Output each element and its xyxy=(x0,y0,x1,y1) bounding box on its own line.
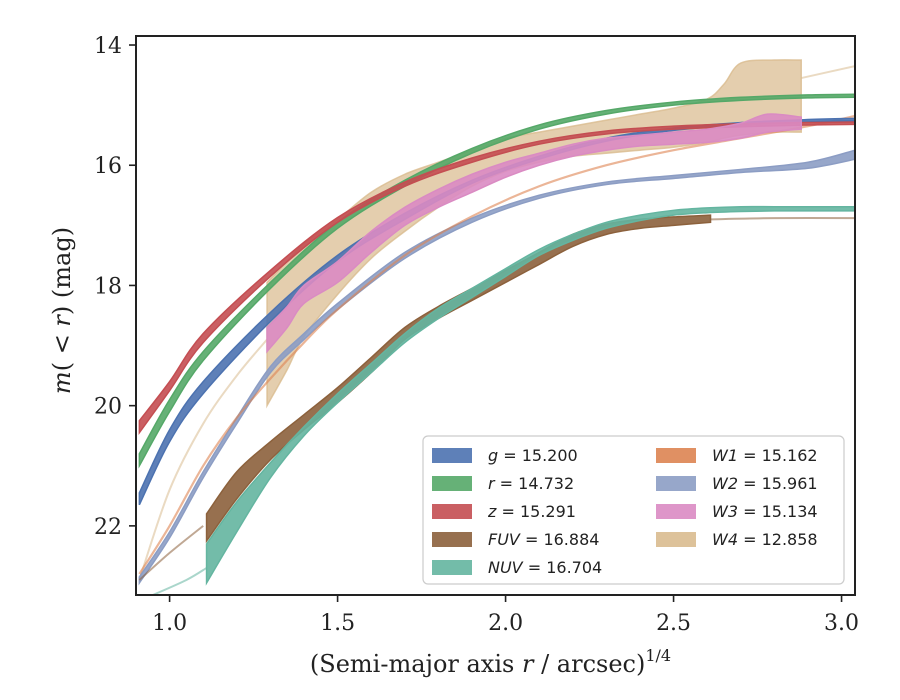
series-fuv-extension xyxy=(710,217,855,221)
y-tick-label: 14 xyxy=(94,34,122,59)
x-tick-label: 1.5 xyxy=(320,611,355,636)
x-axis-label: (Semi-major axis r / arcsec)1/4 xyxy=(310,646,671,678)
legend-label: W2 = 15.961 xyxy=(712,474,818,493)
series-nuv xyxy=(152,205,855,595)
axes-layer: 1.0 1.5 2.0 2.5 3.0 14 16 18 20 22 (Semi-major axi… xyxy=(48,34,859,678)
legend-item-w1: W1 = 15.162 xyxy=(656,446,818,465)
legend-label: FUV = 16.884 xyxy=(488,530,599,549)
legend-swatch xyxy=(432,448,472,463)
series-z xyxy=(138,121,855,436)
x-tick-label: 1.0 xyxy=(152,611,187,636)
legend-item-r: r = 14.732 xyxy=(432,474,574,493)
series-nuv-band xyxy=(205,205,855,586)
y-axis-label: m( < r) (mag) xyxy=(48,227,76,394)
y-tick-label: 20 xyxy=(94,395,122,420)
series-nuv-extension xyxy=(152,567,208,595)
series-layer xyxy=(138,59,855,595)
legend-item-w4: W4 = 12.858 xyxy=(656,530,818,549)
legend-swatch xyxy=(656,504,696,519)
legend-swatch xyxy=(432,532,472,547)
legend-swatch xyxy=(432,560,472,575)
series-w3 xyxy=(266,113,802,354)
legend-swatch xyxy=(656,476,696,491)
legend-label: z = 15.291 xyxy=(487,502,576,521)
legend-item-nuv: NUV = 16.704 xyxy=(432,558,602,577)
x-tick-label: 2.5 xyxy=(656,611,691,636)
legend-label: r = 14.732 xyxy=(488,474,574,493)
y-tick-label: 22 xyxy=(94,515,122,540)
legend-swatch xyxy=(432,476,472,491)
legend-item-z: z = 15.291 xyxy=(432,502,576,521)
series-fuv-extension xyxy=(138,525,204,581)
legend-swatch xyxy=(656,448,696,463)
legend-item-fuv: FUV = 16.884 xyxy=(432,530,599,549)
legend-label: W1 = 15.162 xyxy=(712,446,818,465)
plot-frame xyxy=(135,35,856,596)
legend-label: NUV = 16.704 xyxy=(488,558,602,577)
legend-label: W3 = 15.134 xyxy=(712,502,818,521)
legend-label: W4 = 12.858 xyxy=(712,530,818,549)
legend-item-w2: W2 = 15.961 xyxy=(656,474,818,493)
legend-label: g = 15.200 xyxy=(488,446,578,465)
x-tick-label: 3.0 xyxy=(824,611,859,636)
series-z-band xyxy=(138,121,855,436)
series-w2 xyxy=(138,149,855,586)
series-w4-extension xyxy=(138,338,268,581)
legend-swatch xyxy=(432,504,472,519)
x-axis-label-exponent: 1/4 xyxy=(645,646,671,665)
series-w2-band xyxy=(138,149,855,586)
legend: g = 15.200 r = 14.732 z = 15.291 FUV = 16.8… xyxy=(422,435,845,585)
series-w3-band xyxy=(266,113,802,354)
series-w4-extension xyxy=(801,65,855,80)
y-tick-label: 16 xyxy=(94,154,122,179)
legend-item-w3: W3 = 15.134 xyxy=(656,502,818,521)
series-w4-band xyxy=(266,59,802,409)
legend-item-g: g = 15.200 xyxy=(432,446,578,465)
x-tick-label: 2.0 xyxy=(488,611,523,636)
legend-swatch xyxy=(656,532,696,547)
y-tick-label: 18 xyxy=(94,274,122,299)
legend-box xyxy=(422,435,845,585)
